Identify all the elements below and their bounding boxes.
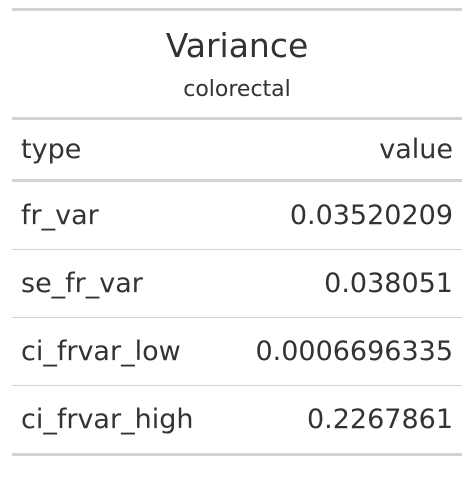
column-header-row: type value	[12, 120, 462, 182]
cell-type: se_fr_var	[21, 268, 143, 299]
table-subtitle: colorectal	[183, 77, 291, 102]
cell-value: 0.03520209	[289, 200, 453, 231]
cell-type: fr_var	[21, 200, 99, 231]
table-row: ci_frvar_high 0.2267861	[12, 386, 462, 456]
table-row: fr_var 0.03520209	[12, 182, 462, 250]
column-header-value: value	[379, 134, 453, 165]
cell-value: 0.038051	[324, 268, 453, 299]
header-rule	[12, 117, 462, 120]
cell-type: ci_frvar_high	[21, 404, 194, 435]
cell-value: 0.0006696335	[255, 336, 453, 367]
variance-table: Variance colorectal type value fr_var 0.…	[12, 8, 462, 456]
table-row: ci_frvar_low 0.0006696335	[12, 318, 462, 386]
table-row: se_fr_var 0.038051	[12, 250, 462, 318]
table-title: Variance	[165, 26, 309, 65]
top-rule	[12, 8, 462, 11]
column-header-type: type	[21, 134, 82, 165]
cell-type: ci_frvar_low	[21, 336, 181, 367]
cell-value: 0.2267861	[306, 404, 453, 435]
